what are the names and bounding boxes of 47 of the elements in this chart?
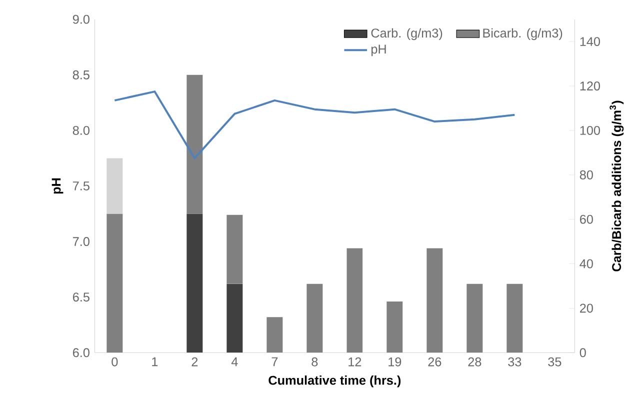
- y2-tick-label: 120: [580, 82, 600, 90]
- y2-tick-label: 80: [580, 170, 593, 180]
- y-tick-label: 8.5: [72, 70, 90, 80]
- x-tick-label: 1: [152, 357, 158, 366]
- x-tick-label: 33: [508, 357, 522, 366]
- y2-axis-title: Carb/Bicarb additions (g/m$^{3}$): [610, 100, 624, 272]
- legend-label: Carb. (g/m3): [371, 28, 442, 40]
- bar: [386, 302, 403, 353]
- x-tick-label: 35: [548, 357, 562, 366]
- legend-label: pH: [371, 44, 386, 56]
- x-tick-label: 0: [112, 357, 118, 366]
- bar: [346, 248, 363, 353]
- y-tick-label: 6.5: [73, 292, 90, 302]
- y-axis-title: pH: [52, 178, 64, 194]
- x-tick-label: 19: [388, 357, 402, 366]
- x-tick-label: 4: [231, 357, 238, 366]
- bar: [266, 317, 283, 353]
- x-tick-label: 28: [468, 357, 482, 366]
- bar: [186, 74, 203, 214]
- y2-tick-label: 100: [580, 126, 600, 135]
- y2-tick-label: 140: [580, 37, 600, 46]
- x-tick-label: 26: [428, 357, 442, 366]
- x-tick-label: 12: [348, 357, 362, 366]
- bar: [226, 284, 243, 353]
- bar: [426, 248, 443, 353]
- y-tick-label: 7.5: [73, 182, 90, 190]
- bar: [186, 214, 203, 353]
- y-tick-label: 6.0: [73, 348, 90, 358]
- y2-tick-label: 20: [580, 304, 593, 313]
- x-tick-label: 2: [192, 357, 198, 366]
- x-axis-title: Cumulative time (hrs.): [268, 375, 401, 388]
- bar: [106, 158, 123, 214]
- legend-label: Bicarb. (g/m3): [483, 28, 562, 40]
- bar: [506, 284, 523, 353]
- y2-tick-label: 40: [580, 259, 593, 268]
- y2-tick-label: 60: [580, 214, 593, 224]
- x-tick-label: 8: [312, 357, 318, 366]
- y-tick-label: 8.0: [72, 126, 90, 135]
- y-tick-label: 9.0: [72, 14, 90, 24]
- line-series: [114, 90, 516, 160]
- bar: [106, 214, 123, 353]
- y2-tick-label: 0: [580, 348, 586, 358]
- y-tick-label: 7.0: [73, 237, 90, 246]
- bar: [226, 214, 243, 284]
- bar: [466, 284, 483, 353]
- x-tick-label: 7: [272, 357, 278, 366]
- bar: [306, 284, 323, 353]
